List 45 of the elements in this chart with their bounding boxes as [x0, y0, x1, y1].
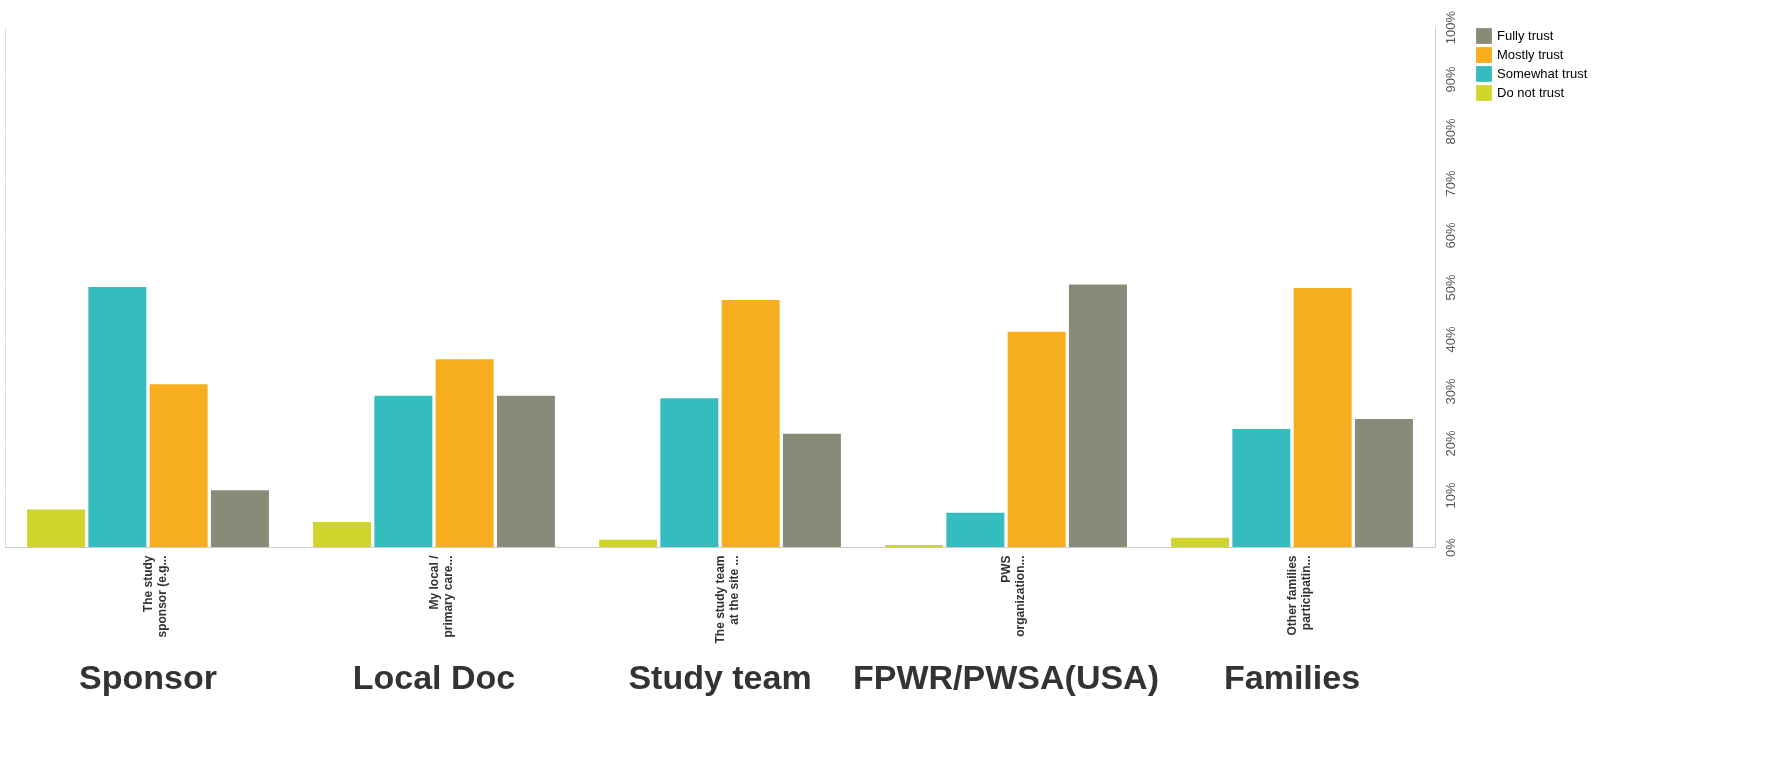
x-tick-label: My local / primary care... — [427, 554, 455, 638]
text: FPWR/PWSA(USA) — [853, 658, 1159, 696]
bar — [1171, 537, 1230, 547]
bar — [1068, 284, 1127, 547]
text: Local Doc — [352, 658, 516, 696]
bar — [885, 544, 944, 547]
y-tick-label: 90% — [1442, 66, 1458, 93]
bar — [599, 539, 658, 547]
y-tick-label: 70% — [1442, 170, 1458, 197]
bar — [1007, 331, 1066, 547]
bar — [1354, 419, 1413, 547]
x-tick-label: Other families participatin... — [1285, 555, 1313, 636]
bar — [1232, 428, 1291, 547]
legend-label: Mostly trust — [1497, 47, 1564, 62]
y-tick-label: 20% — [1442, 430, 1458, 457]
bar — [210, 490, 269, 547]
bar — [1293, 288, 1352, 547]
x-tick-label: The study team at the site ... — [713, 555, 741, 644]
bar — [496, 395, 555, 547]
bar — [374, 395, 433, 547]
bar — [782, 433, 841, 547]
legend-label: Do not trust — [1497, 85, 1565, 100]
bar — [946, 512, 1005, 547]
bar — [660, 398, 719, 547]
y-tick-label: 100% — [1442, 10, 1458, 45]
y-tick-label: 0% — [1442, 537, 1458, 557]
text: Sponsor — [79, 658, 217, 696]
y-tick-label: 10% — [1442, 482, 1458, 509]
y-tick-label: 40% — [1442, 326, 1458, 353]
bar — [313, 522, 372, 547]
legend-label: Somewhat trust — [1497, 66, 1588, 81]
y-tick-label: 60% — [1442, 222, 1458, 249]
text: Study team — [628, 658, 812, 696]
y-tick-label: 50% — [1442, 274, 1458, 301]
x-tick-label: PWS organization... — [999, 555, 1027, 637]
bar — [149, 384, 208, 547]
legend-label: Fully trust — [1497, 28, 1554, 43]
text: Families — [1223, 658, 1361, 696]
x-tick-label: The study sponsor (e.g... — [141, 555, 169, 638]
bar — [721, 300, 780, 547]
y-tick-label: 30% — [1442, 378, 1458, 405]
bar — [435, 359, 494, 547]
bar — [88, 287, 147, 547]
y-tick-label: 80% — [1442, 118, 1458, 145]
bar — [27, 509, 86, 547]
